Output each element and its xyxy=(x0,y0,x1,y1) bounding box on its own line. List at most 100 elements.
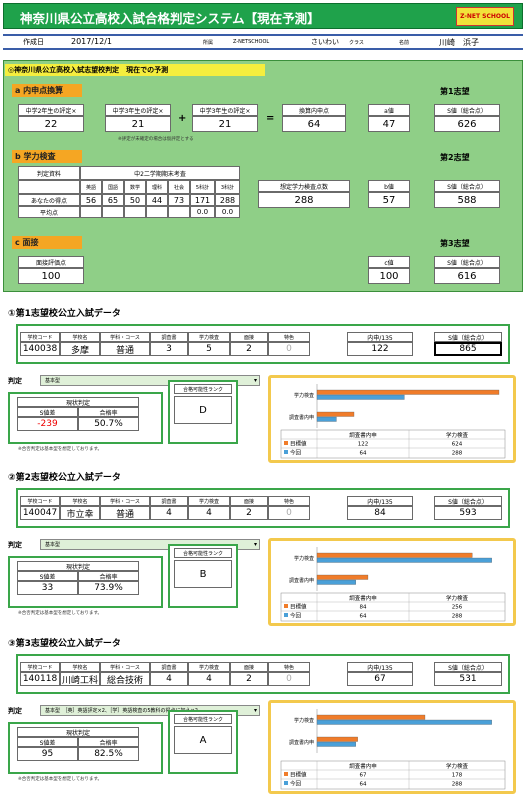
row2-label: 平均点 xyxy=(18,206,80,218)
naishin-header: 内申/135 xyxy=(347,496,413,506)
table-header-report: 調査書 xyxy=(150,332,188,342)
chart-table-value: 84 xyxy=(360,605,367,611)
legend-label: 今回 xyxy=(290,449,302,457)
table-header-interview: 面接 xyxy=(230,496,268,506)
rank-value: B xyxy=(174,560,232,588)
bar-目標値 xyxy=(316,389,500,395)
rate-header: 合格率 xyxy=(78,737,139,747)
legend-label: 目標値 xyxy=(290,440,307,448)
average-cell xyxy=(146,206,168,218)
choice2-s-label: S値（総合点） xyxy=(434,180,500,192)
created-label: 作成日 xyxy=(23,38,44,46)
average-cell xyxy=(124,206,146,218)
naishin-value: 84 xyxy=(347,506,413,520)
chart-table xyxy=(280,760,506,790)
rate-value: 82.5% xyxy=(78,747,139,761)
choice1-label: 第1志望 xyxy=(440,87,470,96)
table-value-special: 0 xyxy=(268,672,310,686)
choice2-s-value: 588 xyxy=(434,192,500,208)
legend-label: 今回 xyxy=(290,780,302,788)
s-value: 865 xyxy=(434,342,502,356)
chevron-down-icon[interactable]: ▾ xyxy=(253,541,257,548)
status-header: 現状判定 xyxy=(17,727,139,737)
category-label: 調査書内申 xyxy=(289,577,314,584)
chart-table-value: 67 xyxy=(360,773,367,779)
judge-type-value: 基本型 ［英］英語評定×2、［学］英語検査の5教科の得点に加え×2 xyxy=(45,708,198,714)
note-a: ※評定が未確定の場合は仮評定とする xyxy=(118,137,194,142)
category-label: 学力検査 xyxy=(294,555,314,562)
s-diff-header: S値差 xyxy=(17,737,78,747)
s-diff-value: 95 xyxy=(17,747,78,761)
rank-header: 合格可能性ランク xyxy=(174,384,232,394)
table-header-course: 学科・コース xyxy=(100,662,150,672)
grade3b-label: 中学3年生の評定× xyxy=(192,104,258,116)
converted-value: 64 xyxy=(282,116,346,132)
chart-table-value: 288 xyxy=(452,614,463,620)
status-header: 現状判定 xyxy=(17,561,139,571)
rank-header: 合格可能性ランク xyxy=(174,714,232,724)
chevron-down-icon[interactable]: ▾ xyxy=(253,707,257,714)
judge-type-select[interactable]: 基本型 ［英］英語評定×2、［学］英語検査の5教科の得点に加え×2 ▾ xyxy=(40,705,260,716)
table-value-interview: 2 xyxy=(230,342,268,356)
judge-note: ※合否判定は基本型を想定しております。 xyxy=(18,777,103,782)
score-cell: 288 xyxy=(215,194,240,206)
legend-label: 目標値 xyxy=(290,603,307,611)
table-header-course: 学科・コース xyxy=(100,496,150,506)
table-value-exam: 4 xyxy=(188,672,230,686)
average-cell xyxy=(168,206,190,218)
chevron-down-icon[interactable]: ▾ xyxy=(253,377,257,384)
legend-swatch xyxy=(284,613,288,617)
average-cell xyxy=(80,206,102,218)
s-value: 593 xyxy=(434,506,502,520)
table-value-report: 4 xyxy=(150,672,188,686)
choice1-s-label: S値（総合点） xyxy=(434,104,500,116)
table-value-interview: 2 xyxy=(230,672,268,686)
subject-header: 3科計 xyxy=(215,180,240,194)
section-b-header: b 学力検査 xyxy=(12,150,82,163)
rate-value: 73.9% xyxy=(78,581,139,595)
chart-table-header: 学力検査 xyxy=(446,431,469,439)
judge-note: ※合否判定は基本型を想定しております。 xyxy=(18,447,103,452)
exam-header: 中2二学期期末考査 xyxy=(80,166,240,180)
table-header-interview: 面接 xyxy=(230,662,268,672)
b-value: 57 xyxy=(368,192,410,208)
rank-header: 合格可能性ランク xyxy=(174,548,232,558)
table-value-course: 普通 xyxy=(100,342,150,356)
average-cell: 0.0 xyxy=(215,206,240,218)
table-header-report: 調査書 xyxy=(150,662,188,672)
chart-table-value: 288 xyxy=(452,782,463,788)
table-header-exam: 学力検査 xyxy=(188,662,230,672)
chart-table-value: 624 xyxy=(452,442,463,448)
rank-value: D xyxy=(174,396,232,424)
table-value-code: 140047 xyxy=(20,506,60,520)
interview-value: 100 xyxy=(18,268,84,284)
bar-目標値 xyxy=(316,574,369,580)
average-cell xyxy=(102,206,124,218)
chart-table xyxy=(280,592,506,622)
comparison-chart: 学力検査調査書内申0200400600調査書内申学力検査目標値122624今回6… xyxy=(268,375,516,463)
table-header-special: 特色 xyxy=(268,496,310,506)
table-value-report: 3 xyxy=(150,342,188,356)
table-value-special: 0 xyxy=(268,342,310,356)
judge-type-select[interactable]: 基本型 ▾ xyxy=(40,375,260,386)
score-cell: 73 xyxy=(168,194,190,206)
comparison-chart: 学力検査 調査書内申 調査書内申 学力検査 目標値 67 178 今回 64 288 xyxy=(268,700,516,794)
comparison-chart: 学力検査 調査書内申 調査書内申 学力検査 目標値 84 256 今回 64 288 xyxy=(268,538,516,626)
s-value: 531 xyxy=(434,672,502,686)
table-header-special: 特色 xyxy=(268,332,310,342)
judge-label: 判定 xyxy=(8,707,22,715)
chart-table-header: 調査書内申 xyxy=(349,431,377,439)
judge-type-select[interactable]: 基本型 ▾ xyxy=(40,539,260,550)
score-cell: 44 xyxy=(146,194,168,206)
bar-今回 xyxy=(316,416,337,422)
table-value-course: 普通 xyxy=(100,506,150,520)
equals-sign: = xyxy=(266,113,275,124)
naishin-value: 122 xyxy=(347,342,413,356)
category-label: 学力検査 xyxy=(294,392,314,399)
chart-table-value: 64 xyxy=(360,614,367,620)
bar-目標値 xyxy=(316,411,355,417)
bar-目標値 xyxy=(316,736,358,742)
score-cell: 50 xyxy=(124,194,146,206)
choice-title: ①第1志望校公立入試データ xyxy=(8,309,121,319)
chart-table-header: 学力検査 xyxy=(446,594,469,602)
